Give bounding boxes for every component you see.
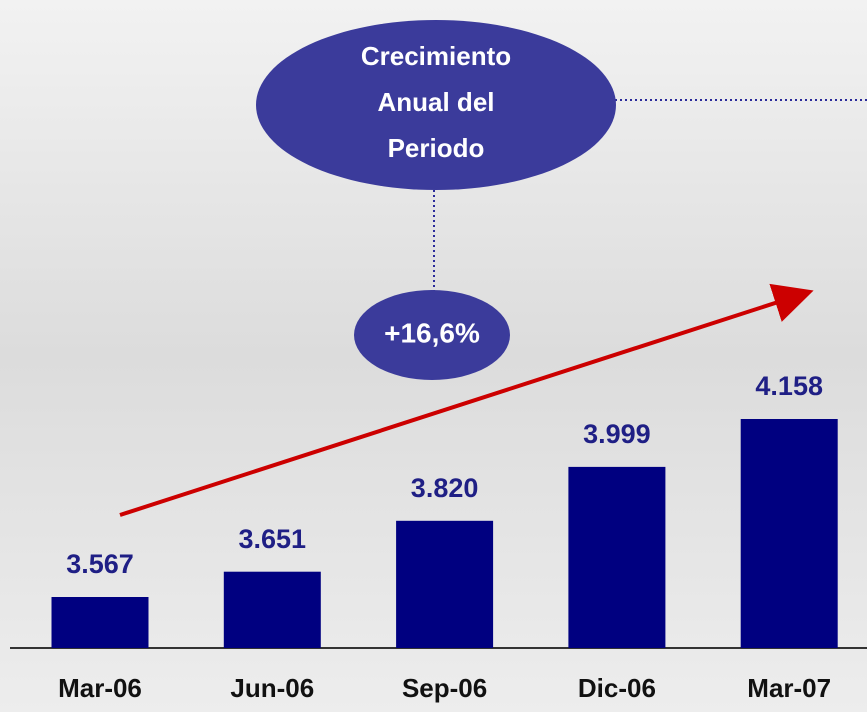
callout-text: Crecimiento: [361, 41, 511, 71]
value-label: 3.820: [411, 473, 479, 503]
value-label: 3.651: [239, 524, 307, 554]
value-label: 3.999: [583, 419, 651, 449]
x-tick-label: Mar-07: [747, 673, 831, 703]
x-tick-label: Jun-06: [230, 673, 314, 703]
x-tick-label: Sep-06: [402, 673, 487, 703]
bar: [224, 572, 321, 648]
growth-label: +16,6%: [384, 317, 480, 348]
callout-text: Anual del: [377, 87, 494, 117]
bar: [741, 419, 838, 648]
value-label: 4.158: [755, 371, 823, 401]
callout-text: Periodo: [388, 133, 485, 163]
x-tick-label: Mar-06: [58, 673, 142, 703]
bar: [52, 597, 149, 648]
bar: [396, 521, 493, 648]
value-label: 3.567: [66, 549, 134, 579]
bar: [568, 467, 665, 648]
x-tick-label: Dic-06: [578, 673, 656, 703]
chart: Crecimiento Anual del Periodo +16,6% 3.5…: [0, 0, 867, 712]
